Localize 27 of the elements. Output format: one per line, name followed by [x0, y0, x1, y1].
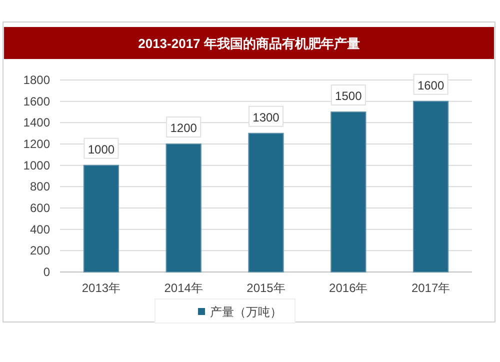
data-label: 1500	[335, 89, 362, 103]
y-tick-label: 1200	[23, 137, 50, 151]
bar	[166, 144, 202, 272]
y-tick-label: 200	[30, 244, 50, 258]
y-tick-label: 400	[30, 222, 50, 236]
x-tick-label: 2013年	[82, 281, 121, 295]
y-tick-label: 800	[30, 180, 50, 194]
x-tick-label: 2017年	[411, 281, 450, 295]
y-tick-label: 1800	[23, 73, 50, 87]
data-label: 1000	[88, 142, 115, 156]
x-tick-label: 2014年	[164, 281, 203, 295]
x-tick-label: 2015年	[246, 281, 286, 295]
data-label: 1300	[252, 110, 280, 124]
y-tick-label: 0	[43, 265, 50, 279]
y-tick-label: 1400	[23, 116, 50, 130]
chart-title: 2013-2017 年我国的商品有机肥年产量	[138, 36, 360, 51]
data-label: 1600	[417, 78, 444, 92]
y-tick-label: 1000	[23, 158, 50, 172]
bar	[83, 164, 120, 272]
bar	[330, 112, 366, 272]
bar	[248, 132, 284, 272]
x-tick-label: 2016年	[329, 281, 368, 295]
data-label: 1200	[170, 121, 198, 135]
y-tick-label: 600	[30, 201, 50, 215]
y-tick-label: 1600	[23, 94, 50, 108]
legend-label: 产量（万吨）	[210, 305, 282, 319]
bar	[412, 100, 449, 272]
